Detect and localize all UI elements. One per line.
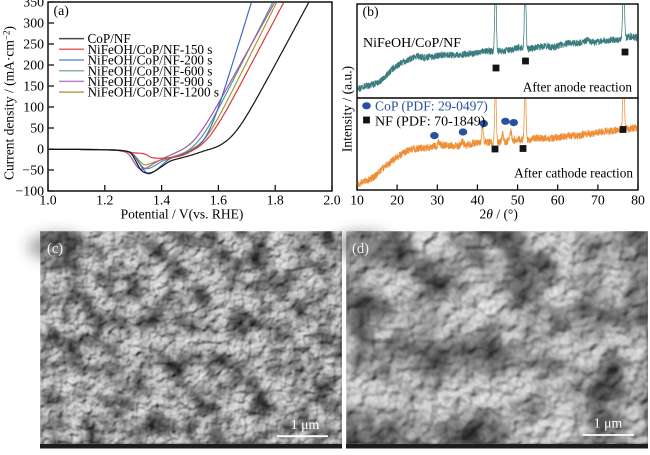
svg-text:Potential / V(vs. RHE): Potential / V(vs. RHE) [121,207,244,222]
svg-text:80: 80 [631,193,645,208]
svg-text:NiFeOH/CoP/NF-150 s: NiFeOH/CoP/NF-150 s [88,42,213,57]
svg-text:1 μm: 1 μm [291,417,320,432]
svg-text:10: 10 [350,193,364,208]
svg-text:NiFeOH/CoP/NF-1200 s: NiFeOH/CoP/NF-1200 s [88,85,220,100]
svg-text:1 μm: 1 μm [594,416,623,431]
svg-text:50: 50 [30,121,44,136]
svg-text:0: 0 [37,142,44,157]
svg-text:100: 100 [23,100,44,115]
svg-text:1.4: 1.4 [153,193,170,208]
svg-text:NiFeOH/CoP/NF: NiFeOH/CoP/NF [363,36,461,51]
svg-text:1.6: 1.6 [210,193,227,208]
svg-text:CoP (PDF: 29-0497): CoP (PDF: 29-0497) [375,99,488,115]
svg-text:−50: −50 [22,163,44,178]
svg-text:NiFeOH/CoP/NF-200 s: NiFeOH/CoP/NF-200 s [88,53,213,68]
svg-text:After cathode reaction: After cathode reaction [514,166,633,181]
svg-text:40: 40 [471,193,485,208]
svg-text:60: 60 [551,193,565,208]
svg-text:250: 250 [23,37,44,52]
svg-text:Intensity / (a.u.): Intensity / (a.u.) [340,66,355,152]
svg-text:30: 30 [430,193,444,208]
svg-text:2.0: 2.0 [323,193,340,208]
svg-text:NiFeOH/CoP/NF-600 s: NiFeOH/CoP/NF-600 s [88,63,213,78]
svg-text:NiFeOH/CoP/NF-900 s: NiFeOH/CoP/NF-900 s [88,74,213,89]
svg-text:70: 70 [591,193,605,208]
svg-text:50: 50 [511,193,525,208]
svg-text:200: 200 [23,58,44,73]
svg-text:1.8: 1.8 [267,193,284,208]
svg-text:NF (PDF: 70-1849): NF (PDF: 70-1849) [375,115,486,130]
svg-text:20: 20 [390,193,404,208]
svg-text:Current density / (mA·cm−2): Current density / (mA·cm−2) [2,26,17,180]
svg-text:(a): (a) [54,3,69,19]
svg-text:(d): (d) [352,241,369,257]
svg-text:350: 350 [23,0,44,10]
svg-text:−100: −100 [16,184,45,199]
svg-text:150: 150 [23,79,44,94]
svg-text:2θ / (°): 2θ / (°) [480,207,518,222]
svg-text:After anode reaction: After anode reaction [523,80,633,95]
svg-text:1.0: 1.0 [39,193,56,208]
svg-text:(c): (c) [47,241,63,257]
svg-text:1.2: 1.2 [96,193,113,208]
svg-text:(b): (b) [363,4,379,20]
svg-text:CoP/NF: CoP/NF [88,31,131,46]
svg-text:300: 300 [23,16,44,31]
